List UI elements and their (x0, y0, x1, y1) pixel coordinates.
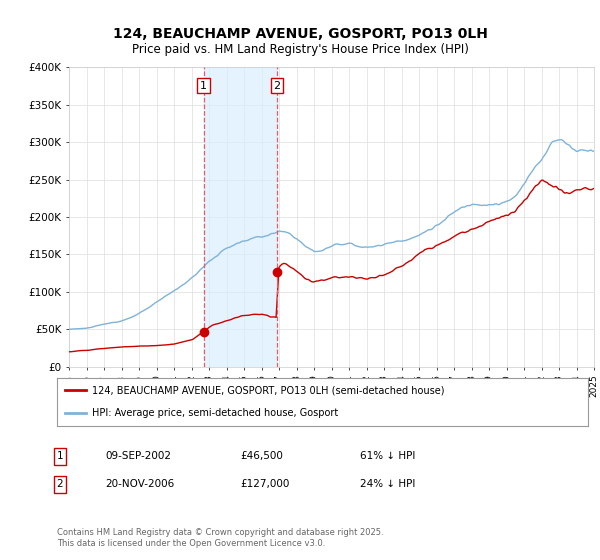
Text: £46,500: £46,500 (240, 451, 283, 461)
Text: 1: 1 (56, 451, 64, 461)
Bar (203, 67, 277, 367)
Text: 20-NOV-2006: 20-NOV-2006 (105, 479, 174, 489)
Text: 124, BEAUCHAMP AVENUE, GOSPORT, PO13 0LH: 124, BEAUCHAMP AVENUE, GOSPORT, PO13 0LH (113, 27, 487, 41)
Text: 61% ↓ HPI: 61% ↓ HPI (360, 451, 415, 461)
Text: 124, BEAUCHAMP AVENUE, GOSPORT, PO13 0LH (semi-detached house): 124, BEAUCHAMP AVENUE, GOSPORT, PO13 0LH… (92, 385, 444, 395)
Text: £127,000: £127,000 (240, 479, 289, 489)
Text: 2: 2 (56, 479, 64, 489)
Text: 09-SEP-2002: 09-SEP-2002 (105, 451, 171, 461)
Text: 2: 2 (274, 81, 281, 91)
Text: HPI: Average price, semi-detached house, Gosport: HPI: Average price, semi-detached house,… (92, 408, 338, 418)
Text: 1: 1 (200, 81, 207, 91)
Text: Price paid vs. HM Land Registry's House Price Index (HPI): Price paid vs. HM Land Registry's House … (131, 43, 469, 55)
Text: 24% ↓ HPI: 24% ↓ HPI (360, 479, 415, 489)
Text: Contains HM Land Registry data © Crown copyright and database right 2025.
This d: Contains HM Land Registry data © Crown c… (57, 528, 383, 548)
